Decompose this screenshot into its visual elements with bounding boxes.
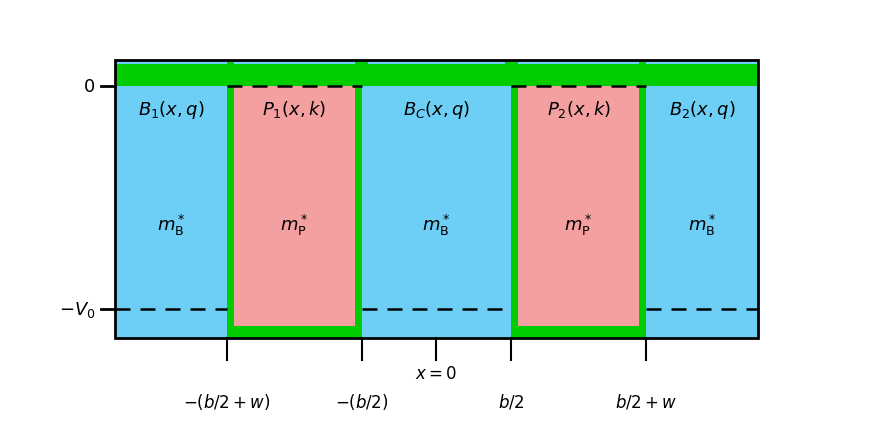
Text: $P_1(x,k)$: $P_1(x,k)$: [263, 99, 327, 120]
Text: $m_{\rm P}^*$: $m_{\rm P}^*$: [564, 212, 593, 237]
Text: $m_{\rm P}^*$: $m_{\rm P}^*$: [280, 212, 309, 237]
Text: $0$: $0$: [84, 78, 95, 96]
Bar: [368, 60, 505, 65]
Bar: [115, 60, 758, 87]
Text: $b/2+w$: $b/2+w$: [615, 391, 677, 410]
Text: $-(b/2)$: $-(b/2)$: [335, 391, 388, 411]
Bar: [512, 60, 518, 338]
Bar: [234, 60, 355, 65]
Text: $b/2$: $b/2$: [498, 391, 525, 410]
Bar: [639, 60, 646, 338]
Bar: [115, 60, 758, 338]
Text: $m_{\rm B}^*$: $m_{\rm B}^*$: [688, 212, 717, 237]
Bar: [646, 60, 758, 65]
Text: $-V_0$: $-V_0$: [58, 299, 95, 319]
Bar: [355, 60, 361, 338]
Bar: [227, 87, 361, 338]
Text: $m_{\rm B}^*$: $m_{\rm B}^*$: [156, 212, 185, 237]
Bar: [512, 326, 646, 338]
Text: $B_C(x,q)$: $B_C(x,q)$: [402, 99, 471, 120]
Bar: [115, 60, 758, 338]
Text: $B_2(x,q)$: $B_2(x,q)$: [669, 99, 735, 120]
Bar: [115, 60, 227, 65]
Text: $m_{\rm B}^*$: $m_{\rm B}^*$: [423, 212, 450, 237]
Bar: [512, 87, 646, 338]
Text: $x=0$: $x=0$: [416, 365, 457, 383]
Bar: [227, 60, 234, 338]
Text: $-(b/2+w)$: $-(b/2+w)$: [183, 391, 271, 411]
Bar: [518, 60, 639, 65]
Text: $P_2(x,k)$: $P_2(x,k)$: [546, 99, 610, 120]
Text: $B_1(x,q)$: $B_1(x,q)$: [138, 99, 204, 120]
Bar: [227, 326, 361, 338]
